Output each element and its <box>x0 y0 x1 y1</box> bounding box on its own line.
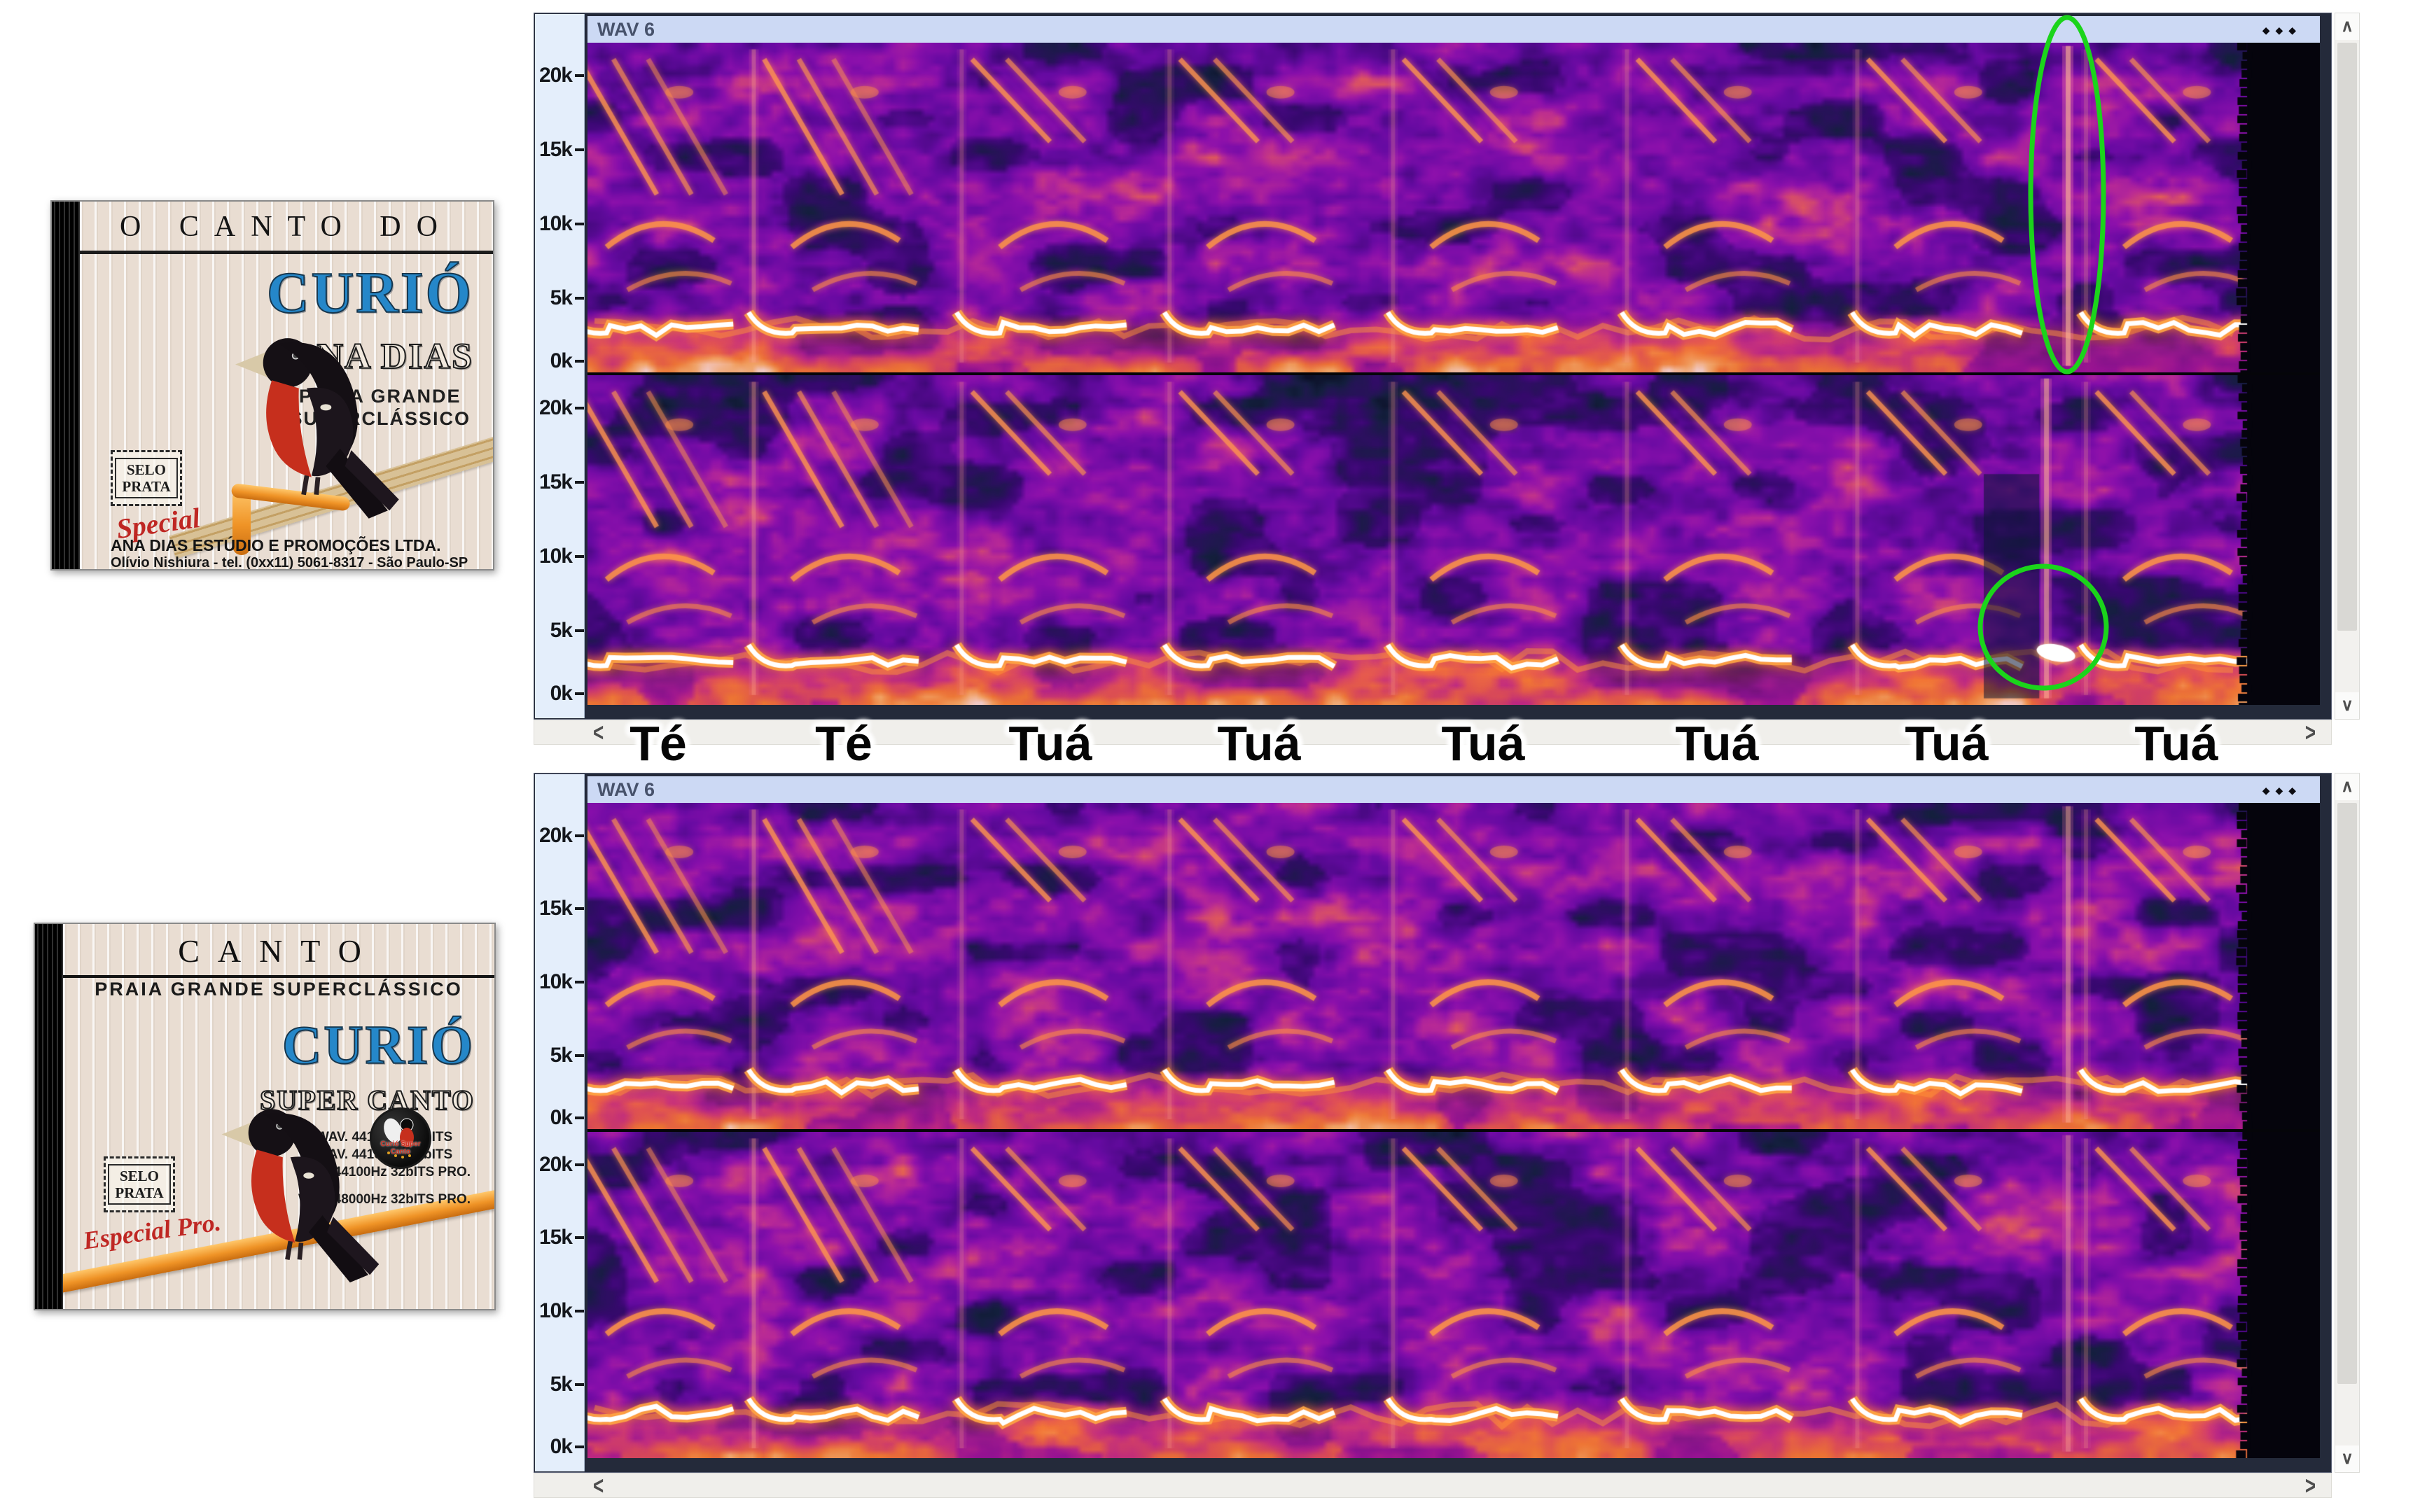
spectrogram-channel-right[interactable] <box>587 375 2320 705</box>
cd-cover-art: CANTO PRAIA GRANDE SUPERCLÁSSICO CURIÓ S… <box>63 924 494 1309</box>
frequency-tick: 0k <box>550 349 584 372</box>
track-titlebar[interactable]: WAV 6 ◆◆◆ <box>587 16 2320 43</box>
frequency-tick: 15k <box>539 470 584 493</box>
selo-prata-stamp: SELO PRATA <box>111 450 182 506</box>
logo-bird-icon <box>384 1118 414 1158</box>
scroll-up-arrow-icon[interactable]: ∧ <box>2335 774 2359 800</box>
channel-separator <box>587 1129 2320 1132</box>
cd1-header-text: O CANTO DO <box>80 210 493 254</box>
track-content: WAV 6 ◆◆◆ <box>587 776 2320 1458</box>
logo-text: Curió Super Canto <box>380 1140 421 1156</box>
selo-prata-stamp: SELO PRATA <box>104 1156 175 1212</box>
frequency-tick: 5k <box>550 619 584 642</box>
track-title: WAV 6 <box>597 779 655 800</box>
syllable-label: Tuá <box>1905 716 1989 771</box>
syllable-label: Tuá <box>2134 716 2218 771</box>
syllable-label: Tuá <box>1675 716 1759 771</box>
spectrogram-channel-left[interactable] <box>587 43 2320 372</box>
vertical-scrollbar[interactable]: ∧ ∨ <box>2335 13 2360 720</box>
cd1-title: CURIÓ <box>266 260 473 326</box>
cd-cover-art: O CANTO DO CURIÓ ANA DIAS PRAIA GRANDE S… <box>80 202 493 569</box>
track-title: WAV 6 <box>597 19 655 40</box>
cd1-footer-line2: Olívio Nishiura - tel. (0xx11) 5061-8317… <box>111 555 468 569</box>
scroll-right-arrow-icon[interactable]: > <box>2304 1470 2316 1500</box>
frequency-tick: 15k <box>539 1226 584 1249</box>
syllable-label: Tuá <box>1441 716 1525 771</box>
frequency-ruler: 20k 15k 10k 5k 0k 20k 15k 10k 5k 0k <box>535 774 585 1471</box>
frequency-tick: 20k <box>539 1153 584 1176</box>
vertical-scrollbar[interactable]: ∧ ∨ <box>2335 773 2360 1473</box>
cd-case-spine <box>35 924 63 1309</box>
horizontal-scrollbar[interactable]: < > <box>534 717 2332 747</box>
horizontal-scrollbar[interactable]: < > <box>534 1470 2332 1500</box>
cd2-subtitle: SUPER CANTO <box>259 1084 475 1116</box>
syllable-label: Té <box>815 716 872 771</box>
frequency-tick: 20k <box>539 824 584 847</box>
scroll-down-arrow-icon[interactable]: ∨ <box>2335 692 2359 719</box>
scroll-left-arrow-icon[interactable]: < <box>593 1470 604 1500</box>
cd-cover-super-canto: CANTO PRAIA GRANDE SUPERCLÁSSICO CURIÓ S… <box>34 923 496 1310</box>
track-titlebar[interactable]: WAV 6 ◆◆◆ <box>587 776 2320 804</box>
vertical-scroll-thumb[interactable] <box>2337 43 2357 631</box>
cd2-subheader: PRAIA GRANDE SUPERCLÁSSICO <box>95 979 463 1000</box>
frequency-tick: 5k <box>550 1373 584 1396</box>
scroll-up-arrow-icon[interactable]: ∧ <box>2335 13 2359 40</box>
cd2-title: CURIÓ <box>281 1014 475 1076</box>
frequency-tick: 10k <box>539 545 584 568</box>
scroll-down-arrow-icon[interactable]: ∨ <box>2335 1446 2359 1472</box>
vertical-scroll-thumb[interactable] <box>2337 803 2357 1384</box>
cd-case-spine <box>52 202 80 569</box>
syllable-labels: Té Té Tuá Tuá Tuá Tuá Tuá Tuá <box>0 715 2420 778</box>
frequency-tick: 10k <box>539 1299 584 1322</box>
spectrogram-channel-right[interactable] <box>587 1132 2320 1458</box>
frequency-tick: 5k <box>550 1044 584 1067</box>
curio-bird-illustration <box>231 314 416 555</box>
cd1-footer-line1: ANA DIAS ESTÚDIO E PROMOÇÕES LTDA. <box>111 536 441 554</box>
track-content: WAV 6 ◆◆◆ <box>587 16 2320 705</box>
frequency-tick: 0k <box>550 1435 584 1458</box>
spectrogram-channel-left[interactable] <box>587 803 2320 1129</box>
cd2-header-text: CANTO <box>63 932 494 978</box>
curio-bird-illustration <box>196 1085 406 1295</box>
syllable-label: Tuá <box>1008 716 1092 771</box>
scroll-left-arrow-icon[interactable]: < <box>593 717 604 747</box>
channel-separator <box>587 372 2320 375</box>
frequency-tick: 15k <box>539 897 584 920</box>
syllable-label: Té <box>630 716 687 771</box>
track-menu-icon[interactable]: ◆◆◆ <box>2262 24 2302 36</box>
frequency-tick: 20k <box>539 396 584 419</box>
frequency-ruler: 20k 15k 10k 5k 0k 20k 15k 10k 5k 0k <box>535 14 585 718</box>
frequency-tick: 20k <box>539 64 584 87</box>
spectrogram-panel-bottom: 20k 15k 10k 5k 0k 20k 15k 10k 5k 0k WAV 6 ◆◆◆ <box>534 773 2332 1473</box>
frequency-tick: 0k <box>550 1106 584 1129</box>
frequency-tick: 15k <box>539 138 584 161</box>
scroll-right-arrow-icon[interactable]: > <box>2304 717 2316 747</box>
frequency-tick: 10k <box>539 212 584 235</box>
syllable-label: Tuá <box>1217 716 1301 771</box>
spectrogram-panel-top: 20k 15k 10k 5k 0k 20k 15k 10k 5k 0k WAV 6 ◆◆◆ <box>534 13 2332 720</box>
frequency-tick: 10k <box>539 970 584 993</box>
super-canto-logo: Curió Super Canto <box>370 1107 431 1169</box>
frequency-tick: 5k <box>550 286 584 309</box>
track-menu-icon[interactable]: ◆◆◆ <box>2262 785 2302 796</box>
cd-cover-ana-dias: O CANTO DO CURIÓ ANA DIAS PRAIA GRANDE S… <box>50 200 494 570</box>
frequency-tick: 0k <box>550 682 584 705</box>
